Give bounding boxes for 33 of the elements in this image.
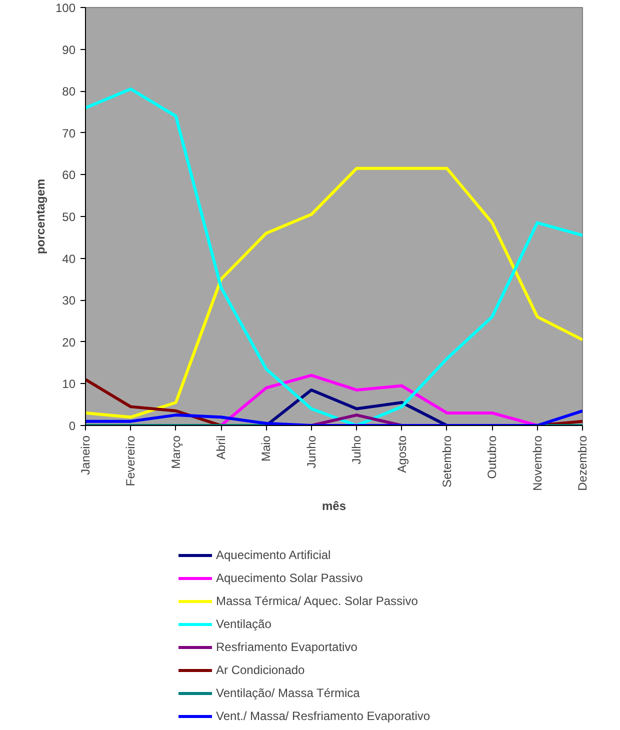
y-tick-label: 70 xyxy=(62,126,76,140)
legend-label: Massa Térmica/ Aquec. Solar Passivo xyxy=(216,594,418,608)
y-tick-label: 90 xyxy=(62,42,76,57)
legend-label: Aquecimento Solar Passivo xyxy=(216,571,363,585)
x-tick-label: Agosto xyxy=(394,435,409,473)
y-tick-label: 30 xyxy=(62,294,76,308)
y-tick-label: 10 xyxy=(62,377,76,392)
y-tick-label: 50 xyxy=(62,210,76,224)
y-tick-label: 60 xyxy=(62,168,76,182)
legend-label: Vent./ Massa/ Resfriamento Evaporativo xyxy=(216,709,430,723)
x-tick-label: Julho xyxy=(350,435,364,464)
x-axis-title: mês xyxy=(322,498,346,513)
x-tick-label: Janeiro xyxy=(78,435,92,475)
y-tick-label: 100 xyxy=(55,1,76,15)
y-tick-label: 40 xyxy=(62,252,76,266)
x-tick-label: Abril xyxy=(214,435,228,460)
y-axis-title: porcentagem xyxy=(33,178,48,254)
y-tick-label: 0 xyxy=(68,419,76,433)
legend-label: Ventilação xyxy=(216,617,272,631)
x-tick-label: Maio xyxy=(259,435,274,462)
legend-label: Resfriamento Evaportativo xyxy=(216,640,358,654)
x-tick-label: Junho xyxy=(304,435,318,468)
x-tick-label: Dezembro xyxy=(576,435,590,491)
x-tick-label: Setembro xyxy=(440,435,454,488)
x-tick-label: Novembro xyxy=(530,435,544,491)
y-tick-label: 20 xyxy=(62,335,76,350)
x-tick-label: Outubro xyxy=(485,435,500,479)
legend-label: Ar Condicionado xyxy=(216,663,305,677)
x-tick-label: Março xyxy=(168,435,183,469)
legend-label: Ventilação/ Massa Térmica xyxy=(216,686,360,700)
legend-label: Aquecimento Artificial xyxy=(216,548,331,562)
y-tick-label: 80 xyxy=(62,84,76,99)
x-tick-label: Fevereiro xyxy=(124,435,138,486)
